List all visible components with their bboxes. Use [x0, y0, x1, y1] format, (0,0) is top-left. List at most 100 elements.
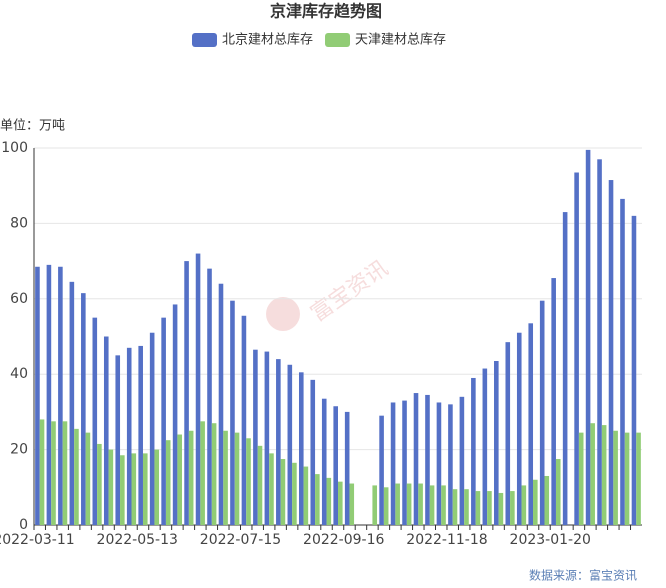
bar — [230, 300, 235, 525]
bar — [436, 402, 442, 525]
bar — [315, 474, 320, 525]
bar — [131, 453, 137, 525]
bar — [475, 491, 481, 525]
bar — [35, 266, 40, 525]
bar — [418, 483, 423, 525]
bar — [510, 491, 515, 525]
bar — [464, 489, 469, 525]
bar — [349, 483, 355, 525]
y-tick-label: 40 — [10, 366, 28, 382]
bar — [138, 345, 143, 525]
bar — [253, 349, 258, 525]
bar — [585, 149, 591, 525]
bar — [264, 351, 270, 525]
bar — [69, 281, 75, 525]
bar — [184, 261, 189, 525]
bar — [142, 453, 148, 525]
bar — [303, 466, 309, 525]
x-tick-label: 2022-05-13 — [97, 532, 178, 548]
bar — [276, 359, 281, 525]
y-tick-label: 60 — [10, 291, 28, 307]
bar — [103, 336, 109, 525]
bar — [62, 421, 68, 525]
bar — [613, 430, 618, 525]
bar — [287, 364, 293, 525]
bar — [46, 264, 52, 525]
bar — [108, 449, 114, 525]
legend-swatch — [192, 33, 217, 47]
bar — [115, 355, 121, 525]
bar — [154, 449, 160, 525]
bar — [207, 268, 212, 525]
bar — [97, 443, 102, 525]
bar — [241, 315, 247, 525]
y-tick-label: 20 — [10, 442, 28, 458]
bar — [292, 462, 297, 525]
legend-label: 北京建材总库存 — [222, 32, 313, 48]
bar — [551, 278, 556, 525]
bar — [344, 411, 350, 525]
bar — [223, 430, 228, 525]
bar — [429, 485, 435, 525]
bar — [298, 372, 304, 525]
bar — [597, 159, 602, 525]
bar — [200, 421, 205, 525]
bar — [498, 492, 504, 525]
bar — [413, 393, 419, 525]
source: 数据来源：富宝资讯 — [529, 568, 637, 583]
bar — [172, 304, 178, 525]
bar — [85, 432, 91, 525]
bar — [539, 300, 545, 525]
bar — [379, 415, 384, 525]
bar — [608, 180, 614, 526]
bar — [631, 215, 637, 526]
y-tick-label: 100 — [1, 140, 28, 156]
bar — [574, 172, 579, 525]
y-tick-label: 0 — [19, 517, 28, 533]
bar — [555, 459, 561, 525]
bar — [516, 332, 522, 525]
bar — [257, 445, 263, 525]
bar — [126, 347, 132, 525]
bar — [161, 317, 166, 525]
x-tick-label: 2022-09-16 — [303, 532, 384, 548]
bar — [195, 253, 201, 525]
bar — [471, 377, 476, 525]
bar — [211, 423, 217, 525]
bar — [81, 293, 86, 525]
bar — [452, 489, 458, 525]
bar — [383, 487, 389, 525]
watermark-logo — [266, 297, 300, 331]
bar — [578, 432, 584, 525]
bar — [74, 428, 79, 525]
bar — [402, 400, 407, 525]
bar — [620, 198, 625, 525]
bar — [425, 394, 430, 525]
bar — [590, 423, 595, 525]
bar — [338, 481, 343, 525]
legend-label: 天津建材总库存 — [355, 32, 446, 48]
bar — [321, 398, 327, 525]
bar — [544, 475, 550, 525]
bar — [58, 266, 63, 525]
x-tick-label: 2022-11-18 — [406, 532, 487, 548]
watermark: 富宝资讯 — [266, 256, 393, 331]
bar — [372, 485, 378, 525]
bar — [406, 483, 412, 525]
bar — [487, 491, 492, 525]
bar — [441, 485, 446, 525]
bar — [482, 368, 488, 525]
y-axis-label: 单位：万吨 — [0, 119, 65, 134]
bar — [165, 440, 171, 525]
bar — [333, 406, 338, 525]
bar — [601, 425, 607, 525]
chart-title: 京津库存趋势图 — [270, 2, 382, 21]
x-tick-label: 2022-03-11 — [0, 532, 75, 548]
bar — [177, 434, 182, 525]
bar — [218, 283, 224, 525]
bar — [390, 402, 396, 525]
y-tick-label: 80 — [10, 215, 28, 231]
bar — [521, 485, 527, 525]
bar — [636, 432, 641, 525]
